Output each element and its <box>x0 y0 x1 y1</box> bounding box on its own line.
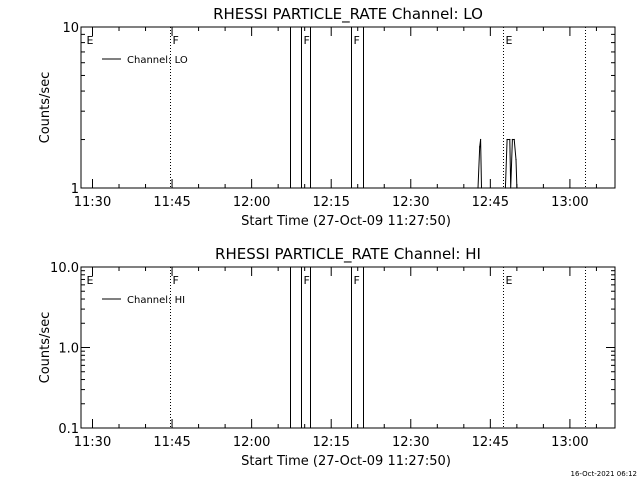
panel-2-title: RHESSI PARTICLE_RATE Channel: HI <box>215 245 481 264</box>
panel-1-data-point <box>477 187 479 189</box>
panel-2-legend-entry: Channel: HI <box>127 295 185 306</box>
panel-1-plot-frame <box>80 26 616 189</box>
panel-1-data-point <box>504 187 506 189</box>
panel-1-x-tick-label: 12:15 <box>312 195 349 210</box>
panel-1-event-label: E <box>506 34 513 47</box>
panel-2-y-tick-label: 0.1 <box>58 422 79 437</box>
panel-1-data-point <box>480 187 483 189</box>
panel-1-event-label: F <box>304 34 310 47</box>
panel-2-x-tick-label: 12:15 <box>312 435 349 450</box>
panel-1-data-point <box>506 138 508 141</box>
panel-2-y-axis-label: Counts/sec <box>38 312 53 384</box>
panel-1-data-point <box>509 138 511 141</box>
panel-2-x-tick-label: 11:45 <box>153 435 190 450</box>
panel-1-title: RHESSI PARTICLE_RATE Channel: LO <box>213 5 483 24</box>
panel-2-x-tick-label: 12:45 <box>472 435 509 450</box>
panel-2-y-tick-label: 10.0 <box>50 261 79 276</box>
panel-1-legend-entry: Channel: LO <box>127 55 188 66</box>
panel-1-y-axis-label: Counts/sec <box>38 72 53 144</box>
panel-1-x-tick-label: 12:45 <box>472 195 509 210</box>
panel-1-data-point <box>511 138 513 141</box>
footer-timestamp: 16-Oct-2021 06:12 <box>571 470 637 478</box>
panel-1-y-tick-label: 1 <box>71 182 79 197</box>
panel-1-group: RHESSI PARTICLE_RATE Channel: LO Start Ti… <box>38 5 616 229</box>
panel-2-event-label: F <box>354 274 360 287</box>
panel-1-event-label: F <box>354 34 360 47</box>
panel-1-data-point <box>479 146 481 148</box>
panel-1-data-point <box>515 159 517 161</box>
panel-1-x-tick-label: 12:00 <box>233 195 270 210</box>
panel-1-series-line-1 <box>477 139 518 189</box>
panel-2-plot-frame <box>80 266 616 429</box>
panel-1-data-point <box>510 187 512 189</box>
panel-2-x-tick-label: 12:00 <box>233 435 270 450</box>
panel-1-y-tick-label: 10 <box>62 21 79 36</box>
panel-1-x-tick-label: 12:30 <box>392 195 429 210</box>
panel-1-x-tick-label: 11:30 <box>74 195 111 210</box>
panel-2-y-tick-label: 1.0 <box>58 342 79 357</box>
panel-2-x-axis-label: Start Time (27-Oct-09 11:27:50) <box>241 454 451 469</box>
panel-1-data-point <box>516 187 518 189</box>
panel-2-event-label: E <box>87 274 94 287</box>
panel-2-event-label: F <box>304 274 310 287</box>
panel-2-event-label: E <box>506 274 513 287</box>
panel-1-data-point <box>480 138 482 141</box>
panel-2-x-tick-label: 13:00 <box>551 435 588 450</box>
panel-1-data-point <box>513 138 515 141</box>
panel-2-x-tick-label: 11:30 <box>74 435 111 450</box>
panel-2-group: RHESSI PARTICLE_RATE Channel: HI Start Ti… <box>38 245 616 469</box>
panel-1-x-axis-label: Start Time (27-Oct-09 11:27:50) <box>241 214 451 229</box>
panel-1-x-tick-label: 11:45 <box>153 195 190 210</box>
panel-1-x-tick-label: 13:00 <box>551 195 588 210</box>
panel-1-event-label: F <box>173 34 179 47</box>
panel-2-event-label: F <box>173 274 179 287</box>
panel-1-event-label: E <box>87 34 94 47</box>
panel-2-x-tick-label: 12:30 <box>392 435 429 450</box>
